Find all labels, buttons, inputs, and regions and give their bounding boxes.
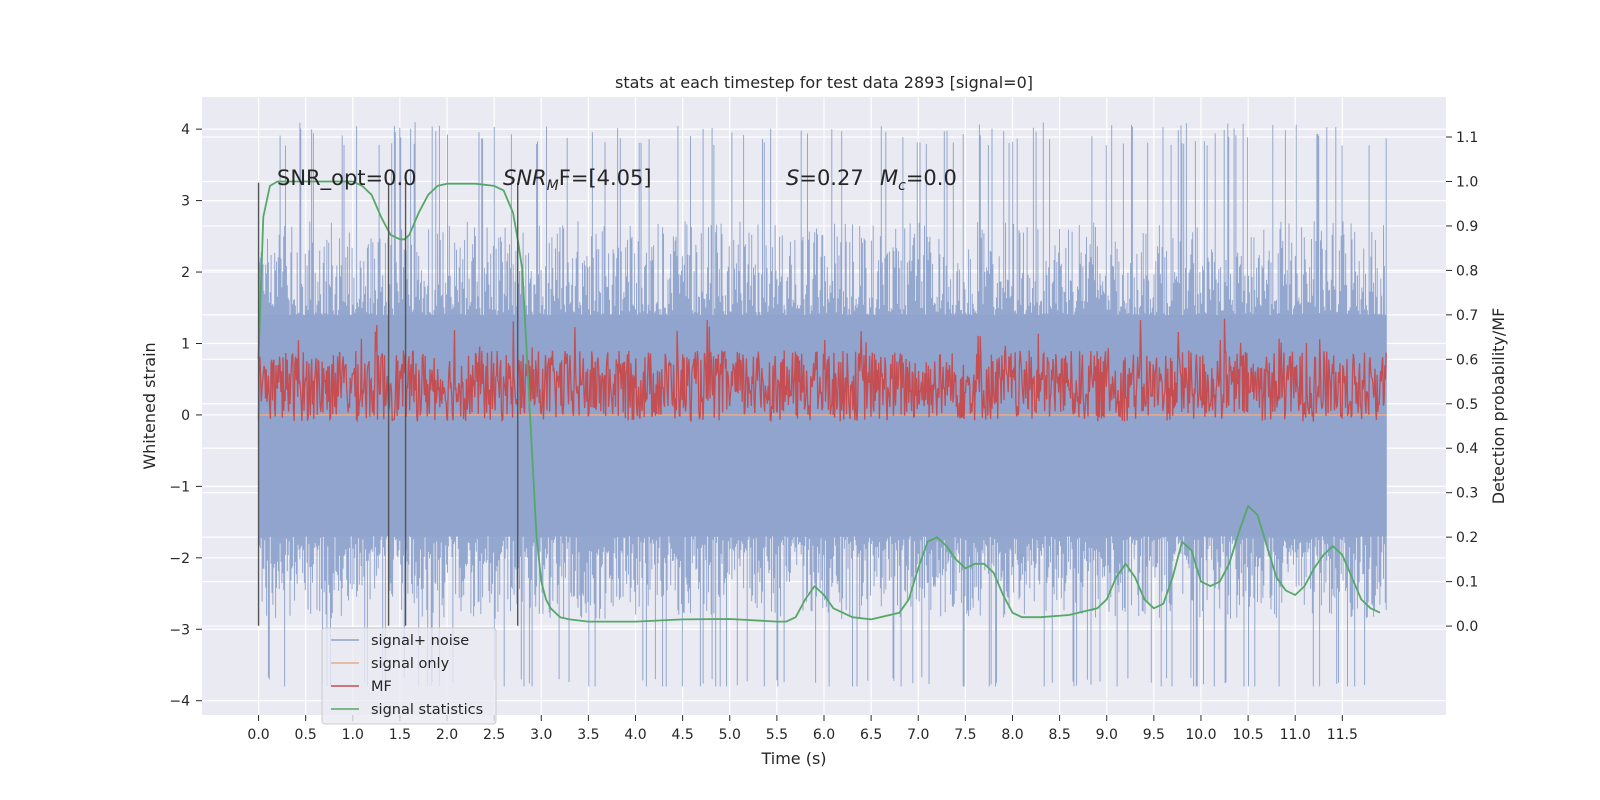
series-layer: [257, 122, 1387, 687]
y-right-tick-label-0: 0.0: [1456, 619, 1478, 635]
vertical-markers: [257, 182, 519, 626]
x-tick-label-9: 4.5: [672, 727, 694, 743]
legend-label-signal-statistics: signal statistics: [371, 702, 483, 718]
x-tick-label-10: 5.0: [719, 727, 741, 743]
x-tick-label-19: 9.5: [1143, 727, 1165, 743]
y-right-axis-label: Detection probability/MF: [1489, 308, 1508, 505]
annotation-snr-mf-main: SNR: [503, 166, 547, 190]
y-right-tick-label-11: 1.1: [1456, 130, 1478, 146]
x-tick-label-2: 1.0: [342, 727, 364, 743]
chart-title: stats at each timestep for test data 289…: [615, 73, 1033, 92]
x-tick-label-5: 2.5: [483, 727, 505, 743]
x-tick-label-4: 2.0: [436, 727, 458, 743]
annotation-mc-label: M: [880, 166, 898, 190]
y-right-tick-label-4: 0.4: [1456, 441, 1478, 457]
x-tick-label-22: 11.0: [1280, 727, 1311, 743]
x-tick-label-13: 6.5: [860, 727, 882, 743]
y-right-tick-label-1: 0.1: [1456, 575, 1478, 591]
y-right-tick-label-7: 0.7: [1456, 308, 1478, 324]
annotation-snr-mf-sub: M: [547, 178, 559, 194]
y-right-axis-ticks: 0.0 0.1 0.2 0.3 0.4 0.5 0.6 0.7 0.8 0.9 1.0 1.1: [1446, 130, 1478, 635]
annotation-s-label: S: [786, 166, 799, 190]
y-tick-label-5: 1: [181, 336, 190, 352]
y-axis-ticks: −4 −3 −2 −1 0 1 2 3 4: [169, 122, 202, 710]
x-tick-label-20: 10.0: [1185, 727, 1216, 743]
x-tick-label-7: 3.5: [577, 727, 599, 743]
legend-box: [321, 627, 497, 725]
y-tick-label-2: −2: [169, 551, 190, 567]
x-tick-label-16: 8.0: [1001, 727, 1023, 743]
y-right-tick-label-5: 0.5: [1456, 397, 1478, 413]
y-tick-label-4: 0: [181, 408, 190, 424]
annotation-mc-value: =0.0: [906, 166, 957, 190]
y-right-tick-label-2: 0.2: [1456, 530, 1478, 546]
x-tick-label-18: 9.0: [1096, 727, 1118, 743]
y-tick-label-6: 2: [181, 265, 190, 281]
x-tick-label-8: 4.0: [624, 727, 646, 743]
x-tick-label-11: 5.5: [766, 727, 788, 743]
y-right-tick-label-6: 0.6: [1456, 352, 1478, 368]
y-tick-label-7: 3: [181, 194, 190, 210]
x-axis-ticks: 0.0 0.5 1.0 1.5 2.0 2.5 3.0 3.5 4.0 4.5 5.0 5.5 6.0 6…: [247, 715, 1358, 743]
x-axis-label: Time (s): [760, 749, 826, 768]
annotation-snr-mf: SNRMF=[4.05]: [503, 166, 652, 194]
y-right-tick-label-8: 0.8: [1456, 263, 1478, 279]
annotation-snr-opt: SNR_opt=0.0: [277, 166, 417, 191]
x-tick-label-23: 11.5: [1327, 727, 1358, 743]
x-tick-label-17: 8.5: [1048, 727, 1070, 743]
x-tick-label-14: 7.0: [907, 727, 929, 743]
y-tick-label-8: 4: [181, 122, 190, 138]
legend-label-mf: MF: [371, 679, 392, 695]
series-mf: [257, 318, 1387, 423]
x-tick-label-6: 3.0: [530, 727, 552, 743]
annotation-mc-sub: c: [898, 178, 906, 194]
annotation-snr-mf-rest: F=[4.05]: [559, 166, 652, 190]
x-tick-label-1: 0.5: [295, 727, 317, 743]
legend-label-signal-only: signal only: [371, 656, 450, 672]
x-tick-label-12: 6.0: [813, 727, 835, 743]
annotation-mc: Mc=0.0: [880, 166, 957, 194]
y-right-tick-label-9: 0.9: [1456, 219, 1478, 235]
y-tick-label-1: −3: [169, 622, 190, 638]
x-tick-label-15: 7.5: [954, 727, 976, 743]
legend-label-signal-noise: signal+ noise: [371, 633, 469, 649]
legend: signal+ noise signal only MF signal stat…: [321, 627, 497, 725]
x-tick-label-0: 0.0: [247, 727, 269, 743]
y-tick-label-0: −4: [169, 694, 190, 710]
x-tick-label-3: 1.5: [389, 727, 411, 743]
annotation-s: S=0.27: [786, 166, 864, 190]
y-tick-label-3: −1: [169, 479, 190, 495]
annotation-s-value: =0.27: [799, 166, 863, 190]
series-signal-statistics: [257, 180, 1381, 623]
y-right-tick-label-10: 1.0: [1456, 174, 1478, 190]
x-tick-label-21: 10.5: [1233, 727, 1264, 743]
y-axis-label: Whitened strain: [140, 342, 159, 469]
y-right-tick-label-3: 0.3: [1456, 486, 1478, 502]
